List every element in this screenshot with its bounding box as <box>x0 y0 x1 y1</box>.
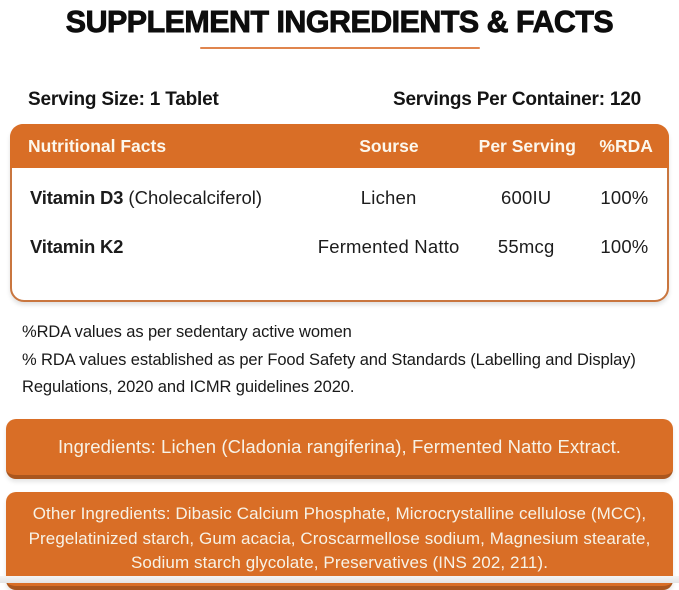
source-value: Lichen <box>360 187 417 208</box>
table-row-vitamin-k2: Vitamin K2 Fermented Natto 55mcg 100% <box>12 236 667 258</box>
rda-value: 100% <box>600 187 649 208</box>
table-row-vitamin-d3: Vitamin D3 (Cholecalciferol) Lichen 600I… <box>12 187 667 209</box>
nutrient-name-cell: Vitamin K2 <box>12 236 307 258</box>
serving-info-row: Serving Size: 1 Tablet Servings Per Cont… <box>28 89 641 111</box>
header-nutritional-facts: Nutritional Facts <box>28 135 167 156</box>
nutrient-name: Vitamin D3 <box>30 187 124 208</box>
table-header-row: Nutritional Facts Sourse Per Serving %RD… <box>10 124 669 168</box>
rda-value: 100% <box>600 236 649 257</box>
page-bottom-edge <box>0 576 679 583</box>
other-ingredients-box: Other Ingredients: Dibasic Calcium Phosp… <box>6 492 673 590</box>
rda-footnote-line2: % RDA values established as per Food Saf… <box>22 350 636 397</box>
nutrient-name-cell: Vitamin D3 (Cholecalciferol) <box>12 187 307 209</box>
supplement-label: SUPPLEMENT INGREDIENTS & FACTS Serving S… <box>0 4 679 590</box>
source-value: Fermented Natto <box>317 236 460 257</box>
per-serving-value: 600IU <box>500 187 552 208</box>
servings-per-container-label: Servings Per Container: 120 <box>392 89 641 110</box>
title-underline <box>199 47 480 49</box>
header-per-serving: Per Serving <box>478 135 576 156</box>
rda-footnote-line1: %RDA values as per sedentary active wome… <box>22 323 352 341</box>
ingredients-box: Ingredients: Lichen (Cladonia rangiferin… <box>6 419 673 480</box>
per-serving-value: 55mcg <box>497 236 555 257</box>
ingredients-text: Ingredients: Lichen (Cladonia rangiferin… <box>57 436 622 458</box>
nutrition-facts-table: Nutritional Facts Sourse Per Serving %RD… <box>10 124 669 302</box>
header-rda: %RDA <box>599 135 653 156</box>
nutrient-name: Vitamin K2 <box>30 236 124 257</box>
other-ingredients-text: Other Ingredients: Dibasic Calcium Phosp… <box>28 504 651 573</box>
nutrient-name-suffix: (Cholecalciferol) <box>123 187 263 208</box>
serving-size-label: Serving Size: 1 Tablet <box>28 89 219 110</box>
header-source: Sourse <box>359 135 419 156</box>
rda-footnotes: %RDA values as per sedentary active wome… <box>22 319 655 402</box>
page-title: SUPPLEMENT INGREDIENTS & FACTS <box>65 4 614 40</box>
